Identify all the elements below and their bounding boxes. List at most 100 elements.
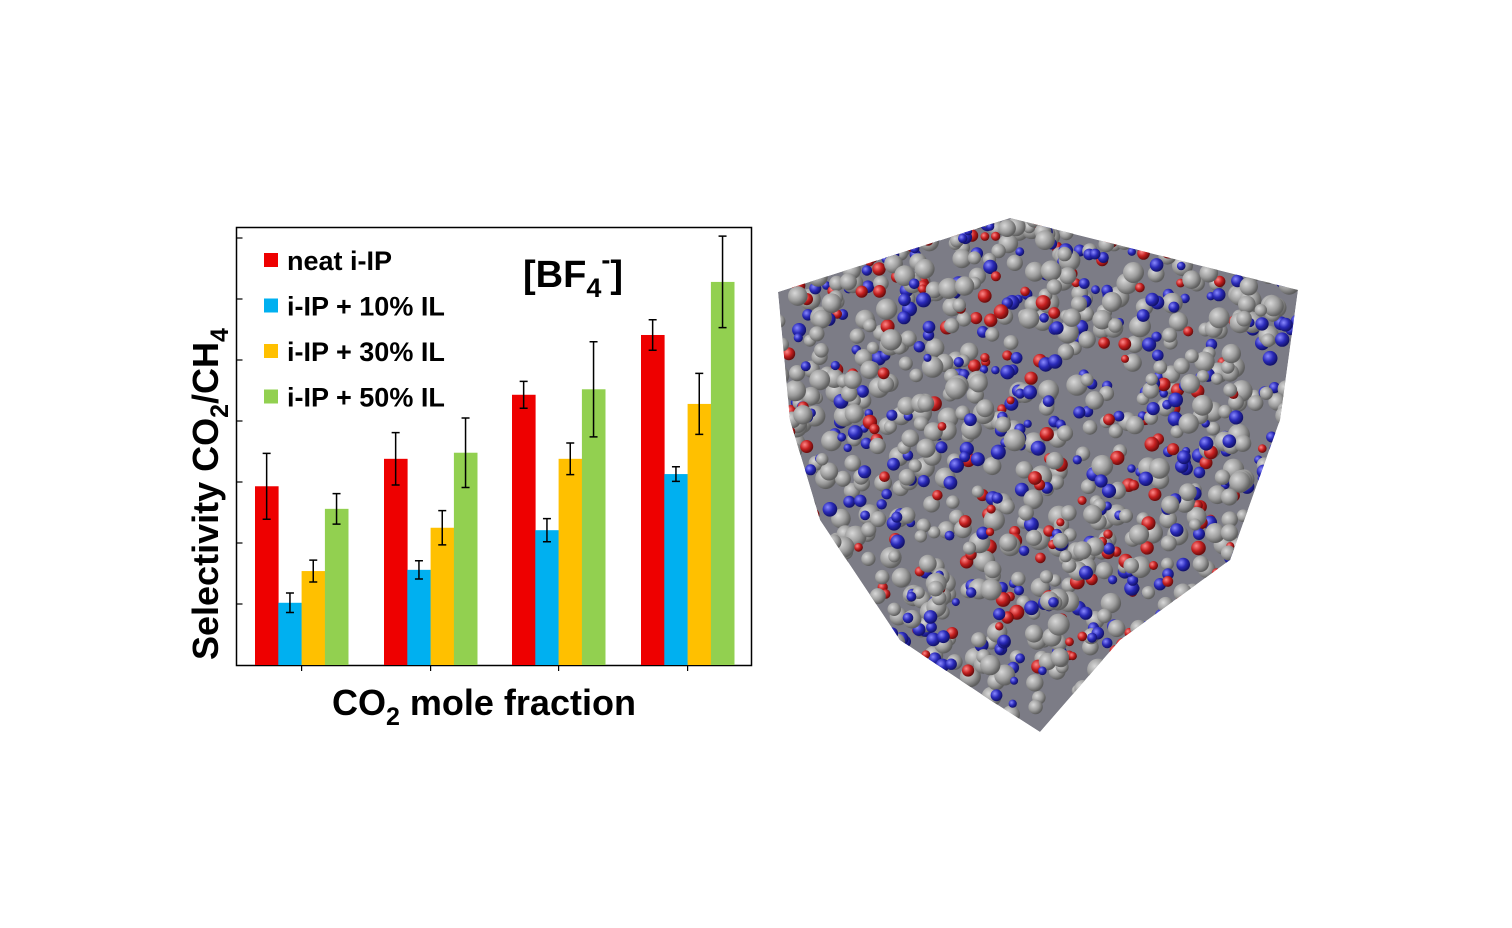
atom (807, 529, 820, 542)
atom (1291, 511, 1298, 525)
atom (1072, 455, 1082, 465)
atom (1006, 396, 1015, 405)
atom (1113, 410, 1125, 422)
atom (940, 218, 950, 224)
atom (990, 689, 1003, 702)
atom (1237, 635, 1247, 645)
atom (1162, 327, 1178, 343)
atom (1176, 730, 1189, 732)
atom (801, 497, 816, 512)
atom (805, 464, 817, 476)
atom (1178, 594, 1198, 615)
atom (1218, 685, 1233, 700)
atom (898, 507, 916, 524)
atom (1010, 352, 1023, 364)
atom (1261, 333, 1275, 348)
atom (788, 587, 800, 599)
atom (1145, 699, 1161, 715)
atom (1135, 218, 1152, 231)
atom (873, 285, 886, 298)
atom (1275, 521, 1294, 541)
atom (1003, 429, 1026, 452)
atom (1160, 634, 1177, 651)
bar (407, 569, 431, 665)
atom (861, 621, 879, 639)
atom (1290, 360, 1298, 375)
atom (1265, 218, 1278, 224)
atom (911, 717, 926, 732)
atom (1024, 600, 1039, 616)
bar (641, 334, 665, 665)
atom (818, 223, 836, 241)
atom (802, 546, 821, 565)
atom (1248, 234, 1259, 245)
atom (1091, 285, 1100, 295)
atom (1109, 645, 1122, 657)
atom (1052, 532, 1069, 549)
atom (782, 267, 795, 280)
atom (1159, 510, 1177, 529)
bars (255, 281, 735, 665)
atom (1214, 670, 1236, 693)
atom (817, 578, 839, 599)
atom (1244, 629, 1265, 651)
atom (1039, 570, 1053, 584)
atom (1097, 252, 1109, 263)
atom (778, 434, 788, 449)
atom (1231, 563, 1242, 574)
atom (1115, 696, 1129, 710)
atom (902, 612, 914, 624)
atom (1270, 672, 1287, 689)
atom (839, 273, 857, 291)
atom (1221, 343, 1242, 364)
atom (1199, 456, 1213, 470)
atom (888, 218, 906, 223)
atom (1081, 683, 1092, 694)
atom (1280, 497, 1297, 514)
atom (971, 485, 985, 498)
atom (1218, 597, 1232, 611)
atom (1024, 371, 1038, 385)
atom (1114, 218, 1137, 233)
atom (822, 502, 838, 517)
atom (1039, 427, 1054, 442)
atom (1207, 716, 1227, 732)
atom (827, 726, 847, 732)
atom (1148, 488, 1162, 501)
atom (916, 438, 936, 458)
atom (1291, 690, 1298, 711)
atom (1223, 383, 1238, 397)
atom (1098, 236, 1115, 253)
atom (1293, 568, 1298, 591)
atom (1128, 693, 1147, 713)
atom (864, 228, 883, 248)
atom (786, 442, 802, 459)
atom (1235, 620, 1246, 631)
atom (914, 258, 935, 279)
atom (920, 715, 935, 730)
atom (780, 635, 789, 644)
atom (1265, 269, 1279, 283)
atom (954, 276, 975, 296)
atom (781, 711, 792, 722)
atom (911, 718, 921, 727)
atom (1173, 706, 1184, 717)
atom (1149, 458, 1170, 479)
atom (1278, 317, 1293, 332)
atom (1014, 482, 1029, 497)
atom (1285, 562, 1298, 577)
atom (781, 449, 793, 462)
atom (1286, 582, 1298, 594)
atom (1291, 709, 1298, 718)
atom (1024, 517, 1039, 532)
atom (953, 357, 964, 368)
atom (919, 689, 931, 702)
atom (862, 699, 877, 714)
atom (1247, 548, 1268, 569)
atom (1247, 395, 1264, 411)
atom (938, 277, 960, 299)
atom (1070, 295, 1088, 312)
atom (1078, 331, 1096, 349)
atom (806, 641, 824, 659)
